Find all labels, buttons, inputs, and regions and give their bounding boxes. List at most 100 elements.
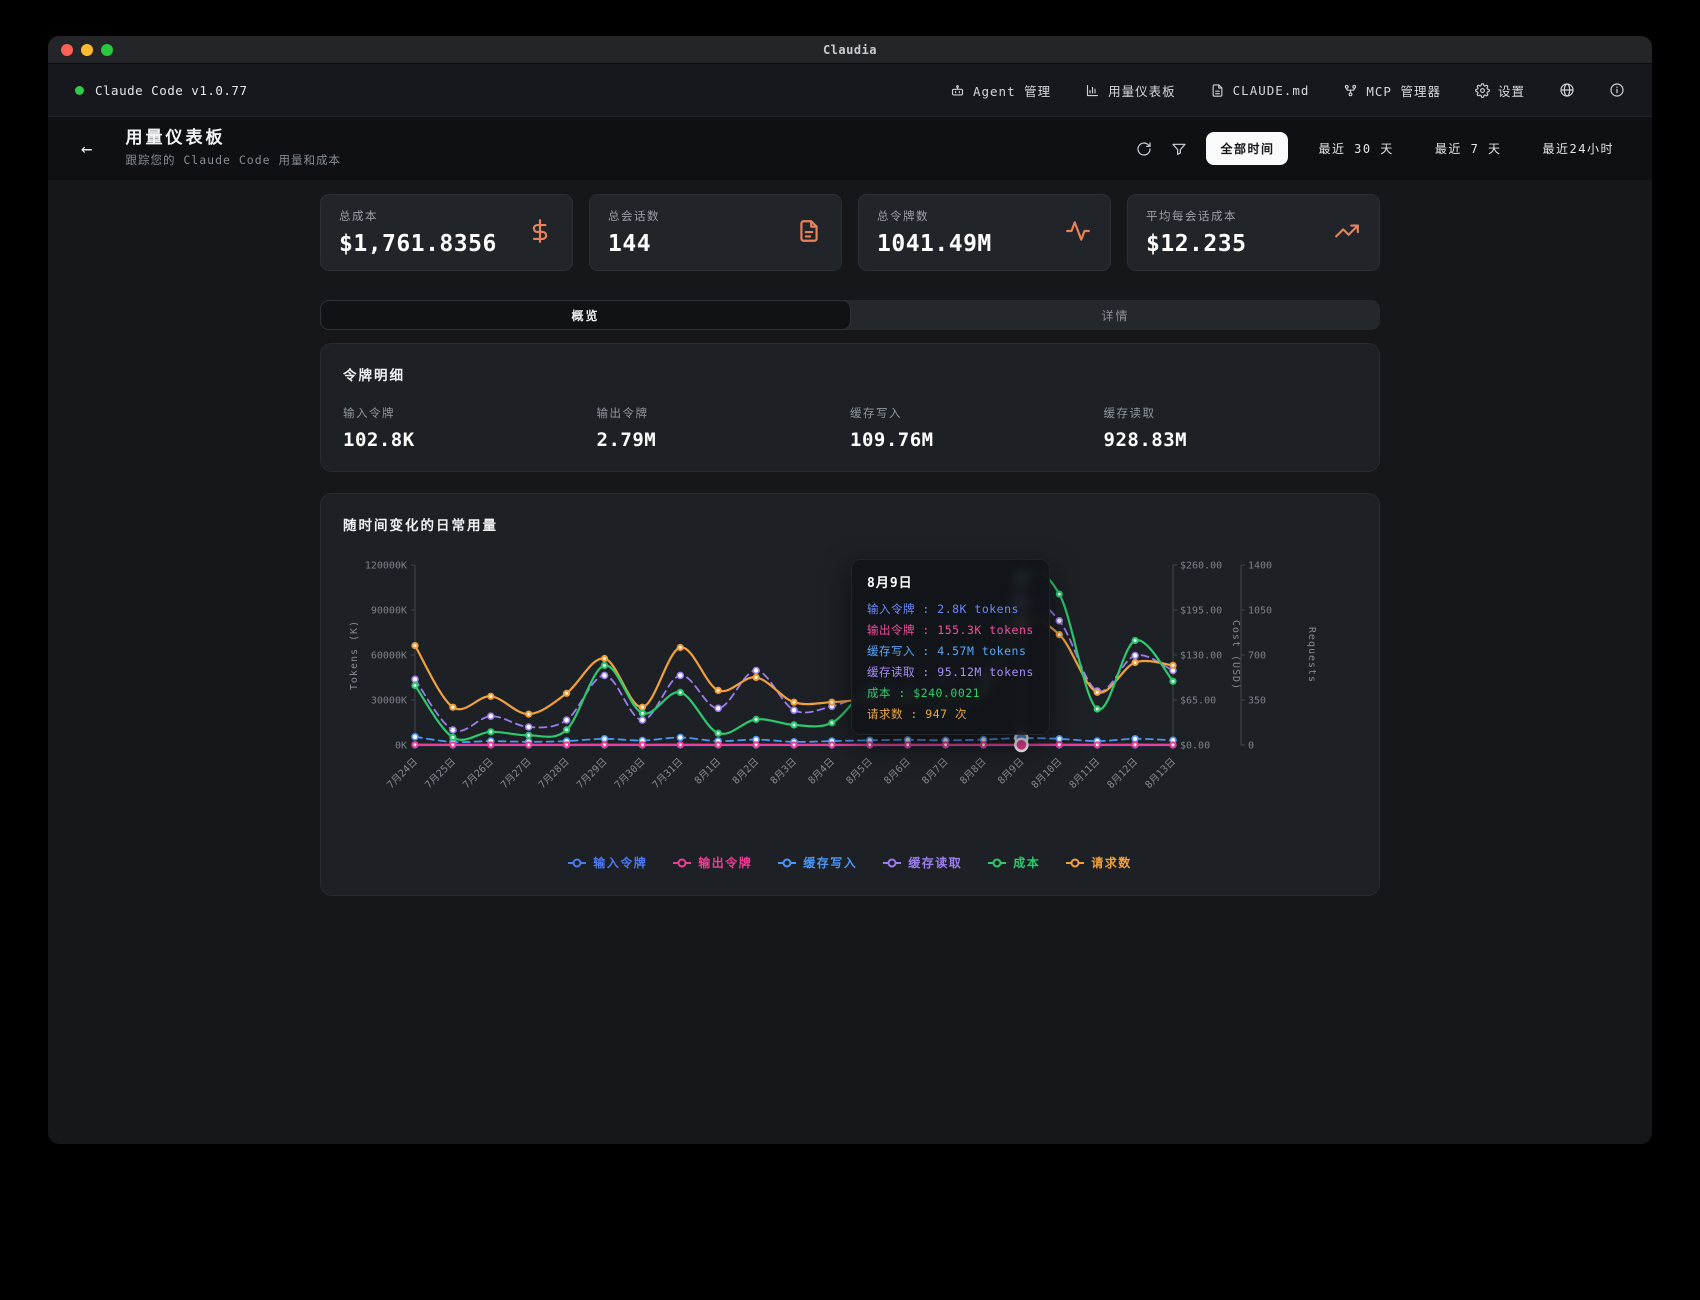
- svg-text:7月30日: 7月30日: [612, 756, 647, 791]
- stat-value: 144: [608, 231, 652, 257]
- daily-usage-panel: 随时间变化的日常用量 120000K 90000K 60000K 30000K 0K $2…: [320, 493, 1380, 896]
- token-label: 输出令牌: [596, 406, 649, 420]
- token-label: 缓存读取: [1103, 406, 1156, 420]
- svg-text:8月1日: 8月1日: [692, 756, 723, 787]
- page-header: ← 用量仪表板 跟踪您的 Claude Code 用量和成本 全部时间 最近 3…: [48, 117, 1652, 180]
- svg-text:8月8日: 8月8日: [957, 756, 988, 787]
- svg-text:8月9日: 8月9日: [995, 756, 1026, 787]
- globe-icon: [1560, 83, 1574, 97]
- tab-overview[interactable]: 概览: [320, 300, 851, 330]
- token-value: 928.83M: [1103, 429, 1188, 451]
- svg-text:8月2日: 8月2日: [730, 756, 761, 787]
- stat-card-total-sessions: 总会话数 144: [589, 194, 842, 271]
- svg-text:8月12日: 8月12日: [1105, 756, 1140, 791]
- svg-text:8月7日: 8月7日: [920, 756, 951, 787]
- app-version: Claude Code v1.0.77: [95, 82, 248, 98]
- tooltip-date: 8月9日: [867, 576, 913, 591]
- page-title: 用量仪表板: [125, 128, 226, 149]
- filter-button[interactable]: [1171, 141, 1187, 157]
- nav-usage-dashboard[interactable]: 用量仪表板: [1085, 81, 1176, 100]
- stat-card-avg-cost: 平均每会话成本 $12.235: [1127, 194, 1380, 271]
- svg-text:8月3日: 8月3日: [768, 756, 799, 787]
- info-icon: [1610, 83, 1624, 97]
- token-item-cache-write: 缓存写入 109.76M: [850, 405, 1104, 451]
- svg-text:60000K: 60000K: [371, 651, 407, 662]
- token-value: 102.8K: [343, 429, 415, 451]
- tooltip-row-input: 输入令牌 : 2.8K tokens: [867, 602, 1019, 616]
- svg-text:7月29日: 7月29日: [574, 756, 609, 791]
- legend-item-cache-read[interactable]: 缓存读取: [883, 854, 962, 871]
- svg-text:7月28日: 7月28日: [536, 756, 571, 791]
- svg-text:8月5日: 8月5日: [844, 756, 875, 787]
- info-button[interactable]: [1609, 82, 1625, 98]
- range-last-24-hours[interactable]: 最近24小时: [1532, 133, 1625, 164]
- nav-claude-md[interactable]: CLAUDE.md: [1210, 83, 1310, 98]
- legend-item-input-tokens[interactable]: 输入令牌: [568, 854, 647, 871]
- chart-legend: 输入令牌 输出令牌 缓存写入 缓存读取 成本 请求数: [343, 854, 1357, 875]
- tab-details[interactable]: 详情: [851, 300, 1380, 330]
- network-icon: [1345, 84, 1357, 96]
- back-button[interactable]: ←: [75, 137, 98, 161]
- view-tabs: 概览 详情: [320, 300, 1380, 330]
- legend-item-requests[interactable]: 请求数: [1066, 854, 1132, 871]
- title-bar: Claudia: [48, 36, 1652, 64]
- svg-text:1400: 1400: [1248, 561, 1272, 572]
- chart-title: 随时间变化的日常用量: [343, 518, 498, 534]
- svg-text:8月11日: 8月11日: [1067, 756, 1102, 791]
- app-nav: Agent 管理 用量仪表板 CLAUDE.md MCP 管理器 设置: [950, 81, 1625, 100]
- gear-icon: [1475, 82, 1490, 98]
- token-breakdown-grid: 输入令牌 102.8K 输出令牌 2.79M 缓存写入 109.76M 缓存读取…: [343, 405, 1357, 451]
- legend-item-output-tokens[interactable]: 输出令牌: [673, 854, 752, 871]
- refresh-button[interactable]: [1136, 141, 1152, 157]
- nav-label: Agent 管理: [972, 83, 1052, 99]
- stat-value: 1041.49M: [877, 231, 992, 257]
- chart-area: 120000K 90000K 60000K 30000K 0K $260.00 $195.0…: [343, 548, 1357, 844]
- svg-text:700: 700: [1248, 651, 1266, 662]
- svg-text:Tokens (K): Tokens (K): [349, 620, 360, 690]
- legend-marker-icon: [568, 858, 587, 867]
- chart-tooltip: 8月9日 输入令牌 : 2.8K tokens 输出令牌 : 155.3K to…: [851, 559, 1050, 735]
- stat-label: 总会话数: [608, 209, 660, 223]
- trending-up-icon: [1334, 218, 1360, 248]
- refresh-icon: [1137, 141, 1152, 156]
- range-last-30-days[interactable]: 最近 30 天: [1307, 133, 1404, 164]
- stat-card-total-tokens: 总令牌数 1041.49M: [858, 194, 1111, 271]
- robot-icon: [951, 84, 964, 95]
- nav-label: 设置: [1497, 83, 1525, 99]
- token-label: 输入令牌: [343, 406, 395, 420]
- stat-label: 总令牌数: [877, 209, 929, 223]
- minimize-window-button[interactable]: [81, 43, 93, 56]
- svg-text:7月31日: 7月31日: [650, 756, 685, 791]
- legend-item-cache-write[interactable]: 缓存写入: [778, 854, 857, 871]
- window-title: Claudia: [822, 42, 878, 57]
- legend-item-cost[interactable]: 成本: [988, 854, 1040, 871]
- nav-mcp-manager[interactable]: MCP 管理器: [1343, 81, 1441, 100]
- usage-line-chart[interactable]: 120000K 90000K 60000K 30000K 0K $260.00 $195.0…: [343, 548, 1359, 844]
- svg-text:7月24日: 7月24日: [385, 756, 420, 791]
- svg-text:7月27日: 7月27日: [498, 756, 533, 791]
- token-breakdown-title: 令牌明细: [343, 368, 405, 384]
- app-bar: Claude Code v1.0.77 Agent 管理 用量仪表板 CLAUD…: [48, 64, 1652, 117]
- tooltip-row-cost: 成本 : $240.0021: [867, 686, 981, 700]
- tooltip-row-requests: 请求数 : 947 次: [867, 707, 967, 721]
- token-item-input: 输入令牌 102.8K: [343, 405, 597, 451]
- zoom-window-button[interactable]: [101, 43, 113, 56]
- stat-label: 总成本: [339, 209, 378, 223]
- traffic-lights: [61, 36, 113, 63]
- nav-settings[interactable]: 设置: [1475, 81, 1525, 100]
- nav-agent-manager[interactable]: Agent 管理: [950, 81, 1051, 100]
- language-button[interactable]: [1559, 82, 1575, 98]
- range-all-time[interactable]: 全部时间: [1206, 132, 1289, 165]
- close-window-button[interactable]: [61, 43, 73, 56]
- filter-icon: [1172, 143, 1187, 155]
- tooltip-row-output: 输出令牌 : 155.3K tokens: [867, 623, 1034, 637]
- legend-marker-icon: [1066, 858, 1085, 867]
- file-text-icon: [1212, 83, 1223, 97]
- activity-icon: [1065, 218, 1091, 248]
- legend-marker-icon: [988, 858, 1007, 867]
- token-label: 缓存写入: [850, 406, 902, 420]
- svg-text:350: 350: [1248, 696, 1266, 707]
- token-item-cache-read: 缓存读取 928.83M: [1104, 405, 1358, 451]
- range-last-7-days[interactable]: 最近 7 天: [1424, 133, 1513, 164]
